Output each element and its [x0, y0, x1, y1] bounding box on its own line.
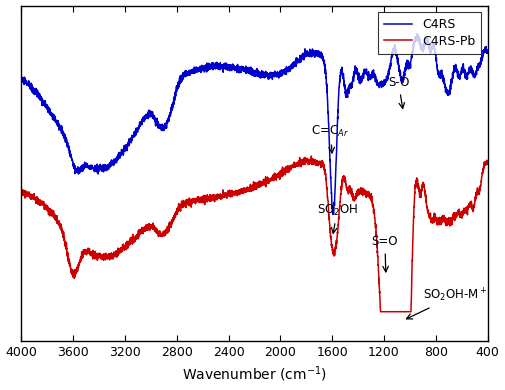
C4RS-Pb [484, 161, 490, 165]
C4RS [48, 111, 54, 116]
C4RS [75, 166, 81, 171]
C4RS-Pb [377, 309, 383, 314]
X-axis label: Wavenumber (cm$^{-1}$): Wavenumber (cm$^{-1}$) [182, 365, 327, 385]
C4RS [330, 212, 336, 217]
C4RS [163, 122, 169, 127]
Text: C=C$_{Ar}$: C=C$_{Ar}$ [312, 124, 349, 153]
Text: SO$_2$OH: SO$_2$OH [317, 203, 358, 233]
Text: S=O: S=O [372, 235, 398, 272]
C4RS [484, 51, 490, 56]
C4RS-Pb [75, 269, 81, 274]
C4RS-Pb [74, 265, 80, 269]
C4RS [340, 76, 346, 80]
C4RS [414, 31, 420, 36]
C4RS [74, 167, 80, 172]
C4RS-Pb [379, 309, 385, 314]
C4RS-Pb [48, 209, 54, 213]
C4RS-Pb [19, 190, 25, 195]
Text: S-O: S-O [388, 76, 409, 108]
Text: SO$_2$OH-M$^+$: SO$_2$OH-M$^+$ [407, 287, 488, 319]
Line: C4RS-Pb: C4RS-Pb [22, 156, 487, 312]
C4RS-Pb [163, 227, 169, 232]
Legend: C4RS, C4RS-Pb: C4RS, C4RS-Pb [378, 12, 481, 54]
Line: C4RS: C4RS [22, 34, 487, 215]
C4RS [19, 74, 25, 79]
C4RS-Pb [308, 154, 314, 158]
C4RS-Pb [340, 175, 346, 179]
C4RS [378, 82, 384, 87]
